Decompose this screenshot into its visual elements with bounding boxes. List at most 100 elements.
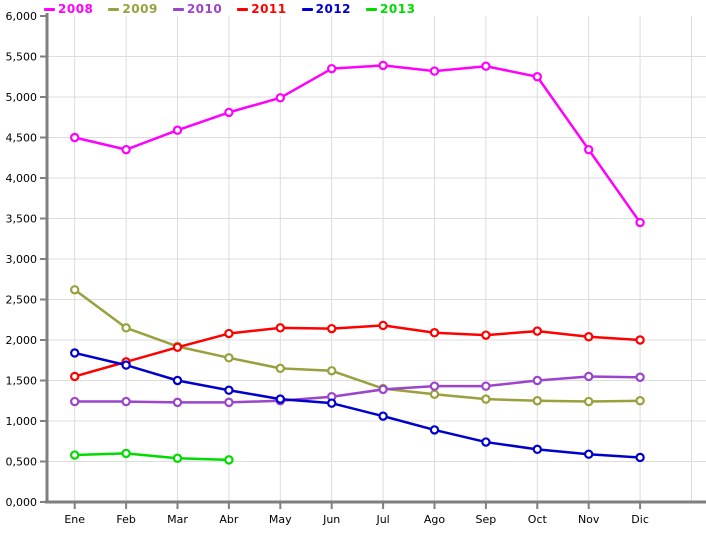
series-2008-line xyxy=(73,64,642,224)
x-axis-label-Ene: Ene xyxy=(64,513,85,526)
legend-label: 2008 xyxy=(58,2,94,16)
data-point-2009-Ene[interactable] xyxy=(69,285,80,295)
data-point-2009-Sep[interactable] xyxy=(481,394,491,404)
y-axis-label: 6,000 xyxy=(6,10,38,23)
legend-label: 2009 xyxy=(122,2,158,16)
x-axis-label-Oct: Oct xyxy=(528,513,548,526)
legend-dash-icon xyxy=(172,7,184,11)
data-point-2010-Ago[interactable] xyxy=(429,381,440,391)
data-point-2009-Dic[interactable] xyxy=(635,396,645,406)
data-point-2008-May[interactable] xyxy=(275,93,285,103)
data-point-2012-Sep[interactable] xyxy=(481,437,491,447)
data-point-2012-Feb[interactable] xyxy=(121,360,131,370)
x-axis-label-Mar: Mar xyxy=(167,513,188,526)
data-point-2010-Ene[interactable] xyxy=(69,396,80,407)
legend-dash-icon xyxy=(237,7,249,11)
data-point-2011-Nov[interactable] xyxy=(584,332,594,342)
data-point-2013-Feb[interactable] xyxy=(121,448,131,459)
data-point-2011-Abr[interactable] xyxy=(224,328,234,339)
data-point-2008-Nov[interactable] xyxy=(584,144,594,155)
data-point-2011-Ago[interactable] xyxy=(429,328,440,338)
data-point-2011-Mar[interactable] xyxy=(172,342,183,352)
data-point-2009-Jun[interactable] xyxy=(327,366,337,376)
y-axis-label: 5,500 xyxy=(6,51,38,64)
series-2009-line xyxy=(73,288,642,403)
data-point-2011-Dic[interactable] xyxy=(635,335,645,345)
legend-item-2010[interactable]: 2010 xyxy=(172,2,223,16)
data-point-2013-Abr[interactable] xyxy=(224,455,234,465)
data-point-2011-Jun[interactable] xyxy=(327,323,337,334)
legend-label: 2012 xyxy=(315,2,352,16)
legend-dash-icon xyxy=(301,7,313,11)
data-point-2012-Abr[interactable] xyxy=(224,385,234,395)
y-axis-label: 0,000 xyxy=(6,496,38,509)
y-axis-label: 5,000 xyxy=(6,91,38,104)
data-point-2011-Jul[interactable] xyxy=(378,320,388,331)
x-axis-label-May: May xyxy=(269,513,292,526)
data-point-2010-Sep[interactable] xyxy=(481,381,491,391)
series-2012-line xyxy=(73,351,642,459)
series-2010-line xyxy=(73,375,642,404)
data-point-2012-Jun[interactable] xyxy=(327,398,337,408)
data-point-2008-Jun[interactable] xyxy=(327,63,337,74)
y-axis-label: 0,500 xyxy=(6,456,38,469)
data-point-2010-Abr[interactable] xyxy=(224,397,234,408)
data-point-2012-Ago[interactable] xyxy=(429,425,440,435)
x-axis-label-Ago: Ago xyxy=(424,513,446,526)
data-point-2009-Abr[interactable] xyxy=(224,353,234,363)
data-point-2008-Oct[interactable] xyxy=(532,72,543,82)
data-point-2010-Feb[interactable] xyxy=(121,396,131,407)
data-point-2011-May[interactable] xyxy=(275,323,285,333)
data-point-2010-Jul[interactable] xyxy=(378,384,388,395)
data-point-2010-Dic[interactable] xyxy=(635,372,645,382)
data-point-2008-Dic[interactable] xyxy=(635,217,645,228)
data-point-2013-Ene[interactable] xyxy=(69,450,80,460)
data-point-2012-Dic[interactable] xyxy=(635,452,645,463)
data-point-2008-Sep[interactable] xyxy=(481,61,491,71)
data-point-2008-Jul[interactable] xyxy=(378,60,388,71)
legend-item-2012[interactable]: 2012 xyxy=(301,2,352,16)
data-point-2009-May[interactable] xyxy=(275,363,285,374)
x-axis-label-Jun: Jun xyxy=(322,513,340,526)
data-point-2009-Ago[interactable] xyxy=(429,389,440,399)
y-axis-label: 2,000 xyxy=(6,334,38,347)
data-point-2012-Jul[interactable] xyxy=(378,411,388,421)
data-point-2008-Feb[interactable] xyxy=(121,144,131,155)
data-point-2011-Oct[interactable] xyxy=(532,326,543,336)
data-point-2012-Oct[interactable] xyxy=(532,444,543,455)
data-point-2010-Nov[interactable] xyxy=(584,371,594,382)
data-point-2011-Ene[interactable] xyxy=(69,371,80,382)
data-point-2009-Oct[interactable] xyxy=(532,396,543,406)
data-point-2008-Mar[interactable] xyxy=(172,125,183,135)
data-point-2010-Mar[interactable] xyxy=(172,397,183,408)
legend-item-2009[interactable]: 2009 xyxy=(108,3,157,15)
data-point-2008-Abr[interactable] xyxy=(224,107,234,118)
data-point-2012-Mar[interactable] xyxy=(172,375,183,386)
data-point-2010-Oct[interactable] xyxy=(532,375,543,386)
legend-label: 2013 xyxy=(380,2,416,16)
series-2011-line xyxy=(73,324,642,378)
y-axis-label: 3,500 xyxy=(6,213,38,226)
legend-item-2013[interactable]: 2013 xyxy=(366,3,415,15)
legend-item-2011[interactable]: 2011 xyxy=(237,3,286,15)
x-axis-label-Feb: Feb xyxy=(116,513,135,526)
legend-item-2008[interactable]: 2008 xyxy=(44,3,93,15)
data-point-2009-Nov[interactable] xyxy=(584,396,594,407)
data-point-2013-Mar[interactable] xyxy=(172,453,183,463)
data-point-2012-Ene[interactable] xyxy=(69,348,80,358)
y-axis-label: 3,000 xyxy=(6,253,38,266)
data-point-2008-Ene[interactable] xyxy=(69,132,80,143)
data-point-2011-Sep[interactable] xyxy=(481,330,491,340)
x-axis-label-Nov: Nov xyxy=(578,513,600,526)
y-axis-label: 2,500 xyxy=(6,294,38,307)
y-axis-label: 4,000 xyxy=(6,172,38,185)
data-point-2012-May[interactable] xyxy=(275,394,285,404)
data-point-2008-Ago[interactable] xyxy=(429,66,440,76)
legend-label: 2010 xyxy=(186,2,223,16)
y-axis-label: 1,500 xyxy=(6,375,38,388)
data-point-2009-Feb[interactable] xyxy=(121,323,131,333)
series-2013-line xyxy=(73,452,231,462)
data-point-2012-Nov[interactable] xyxy=(584,449,594,459)
